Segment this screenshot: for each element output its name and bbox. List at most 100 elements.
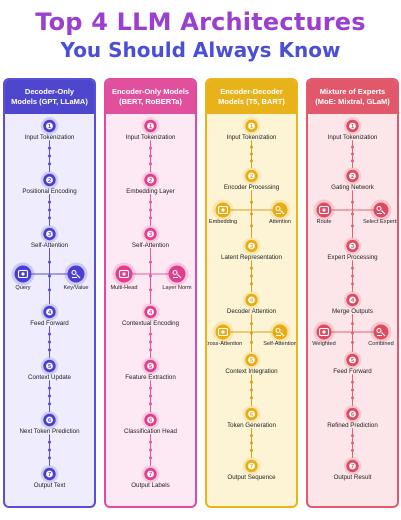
connector-dot — [149, 348, 152, 352]
connector-dot — [48, 448, 51, 452]
connector-dot — [351, 224, 354, 228]
connector-dot — [351, 274, 354, 278]
connector-dot — [48, 274, 51, 278]
step-4-node: 4 — [242, 291, 261, 309]
step-1-node: 1 — [242, 117, 261, 135]
connector-dot — [149, 402, 152, 406]
panel-title: Mixture of Experts — [319, 87, 386, 96]
step-1-node: 1 — [40, 117, 59, 135]
step-5-label: Context Update — [28, 373, 71, 381]
svg-text:4: 4 — [48, 310, 52, 316]
step-4-label: Contextual Encoding — [121, 319, 180, 327]
svg-text:5: 5 — [250, 358, 253, 364]
svg-text:2: 2 — [351, 174, 354, 180]
branch-a-left-label: Embedding — [208, 219, 238, 225]
step-5-node: 5 — [40, 357, 59, 375]
step-2-label: Encoder Processing — [223, 183, 280, 191]
connector-dot — [149, 274, 152, 278]
svg-text:4: 4 — [250, 298, 254, 304]
svg-text:7: 7 — [250, 464, 253, 470]
connector-dot — [48, 332, 51, 336]
connector-dot — [250, 340, 253, 344]
connector-dot — [48, 146, 51, 150]
connector-dot — [149, 394, 152, 398]
connector-dot — [149, 288, 152, 292]
flow-body: 1 2 3 4 5 6 7 Input Tokenization Gating Network E… — [308, 114, 397, 506]
connector-dot — [250, 380, 253, 384]
step-5-node: 5 — [343, 351, 362, 369]
step-2-node: 2 — [40, 171, 59, 189]
svg-text:1: 1 — [149, 124, 152, 130]
branch-left-icon — [11, 262, 35, 286]
panel-subtitle: Models (GPT, LLaMA) — [11, 97, 88, 106]
connector-dot — [149, 200, 152, 204]
connector-dot — [149, 208, 152, 212]
step-4-label: Decoder Attention — [226, 307, 277, 315]
flow-body: 1 2 3 4 5 6 7 Input Tokenization Encoder Process… — [207, 114, 296, 506]
branch-a-left-icon — [212, 199, 234, 221]
page-title: Top 4 LLM Architectures — [35, 8, 366, 36]
branch-left-icon — [112, 262, 136, 286]
connector-dot — [250, 212, 253, 216]
connector-dot — [48, 402, 51, 406]
step-2-node: 2 — [141, 171, 160, 189]
branch-a-right-icon — [269, 199, 291, 221]
svg-text:6: 6 — [351, 412, 354, 418]
connector-dot — [351, 145, 354, 149]
branch-b-right-icon — [269, 321, 291, 343]
step-6-node: 6 — [242, 405, 261, 423]
connector-dot — [149, 440, 152, 444]
svg-text:5: 5 — [149, 364, 152, 370]
step-7-node: 7 — [242, 457, 261, 475]
step-7-node: 7 — [343, 457, 362, 475]
step-3-node: 3 — [141, 225, 160, 243]
connector-dot — [351, 340, 354, 344]
step-3-node: 3 — [40, 225, 59, 243]
connector-dot — [351, 396, 354, 400]
connector-dot — [48, 394, 51, 398]
step-2-node: 2 — [242, 167, 261, 185]
connector-dot — [250, 322, 253, 326]
panel-encoder-only: Encoder-Only Models (BERT, RoBERTa) 1 2 3 4… — [104, 78, 197, 508]
step-4-node: 4 — [141, 303, 160, 321]
connector-dot — [48, 440, 51, 444]
connector-dot — [351, 388, 354, 392]
branch-right-label: Layer Norm — [162, 284, 192, 291]
flow-diagram: 1 2 3 4 5 6 7 — [11, 117, 88, 483]
svg-text:3: 3 — [48, 232, 51, 238]
panel-title: Decoder-Only — [24, 87, 75, 96]
connector-dot — [149, 146, 152, 150]
svg-text:5: 5 — [351, 358, 354, 364]
step-7-node: 7 — [141, 465, 160, 483]
connector-dot — [351, 448, 354, 452]
flow-body: 1 2 3 4 5 6 7 Input Tokenization Positional Enco… — [5, 114, 94, 506]
step-7-label: Output Text — [33, 481, 66, 489]
step-1-label: Input Tokenization — [226, 133, 277, 141]
connector-dot — [351, 159, 354, 163]
connector-dot — [149, 332, 152, 336]
svg-text:7: 7 — [48, 472, 51, 478]
connector-dot — [48, 456, 51, 460]
branch-b-left-label: Weighted — [312, 341, 336, 347]
svg-text:6: 6 — [250, 412, 253, 418]
step-3-label: Self-Attention — [30, 241, 69, 249]
step-6-node: 6 — [40, 411, 59, 429]
step-3-label: Expert Processing — [327, 253, 378, 261]
branch-b-left-icon — [212, 321, 234, 343]
branch-b-left-icon — [313, 321, 335, 343]
connector-dot — [351, 434, 354, 438]
connector-dot — [250, 159, 253, 163]
connector-dot — [351, 282, 354, 286]
panel-subtitle: (MoE: Mixtral, GLaM) — [315, 97, 390, 106]
connector-dot — [149, 456, 152, 460]
branch-right-icon — [165, 262, 189, 286]
svg-text:4: 4 — [149, 310, 153, 316]
step-5-node: 5 — [141, 357, 160, 375]
connector-dot — [351, 380, 354, 384]
svg-text:1: 1 — [351, 124, 354, 130]
connector-dot — [351, 200, 354, 204]
svg-text:2: 2 — [48, 178, 51, 184]
step-7-label: Output Result — [333, 473, 372, 481]
flow-diagram: 1 2 3 4 5 6 7 — [313, 117, 392, 475]
connector-dot — [351, 266, 354, 270]
